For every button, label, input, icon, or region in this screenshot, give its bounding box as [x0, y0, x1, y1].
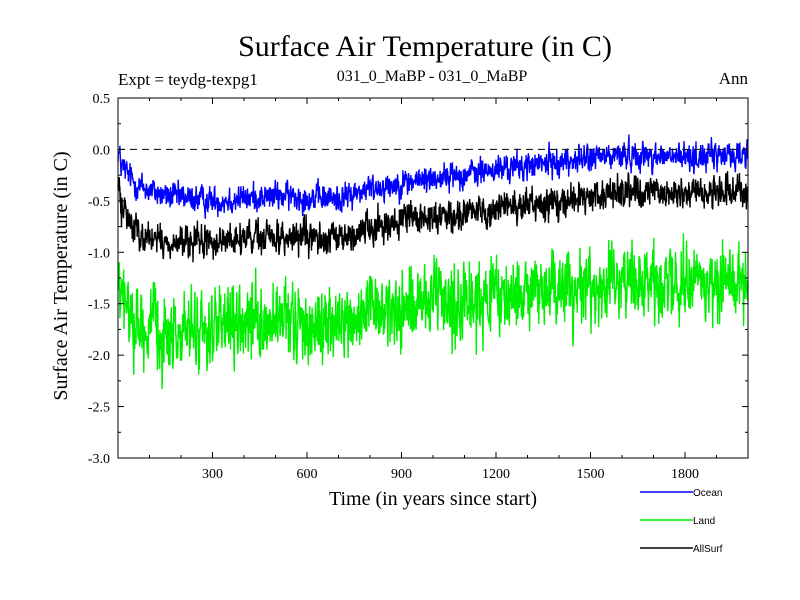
- y-tick-label: -2.5: [88, 401, 110, 416]
- x-tick-label: 1500: [577, 467, 605, 482]
- series-line-allsurf: [117, 171, 749, 263]
- legend: Ocean Land AllSurf: [640, 488, 723, 555]
- y-tick-label: -3.0: [88, 452, 110, 467]
- period-label: 031_0_MaBP - 031_0_MaBP: [337, 68, 528, 85]
- series-layer: [117, 134, 749, 390]
- y-tick-label: -2.0: [88, 349, 110, 364]
- series-line-land: [117, 233, 749, 390]
- x-tick-label: 300: [202, 467, 223, 482]
- y-tick-label: -1.5: [88, 298, 110, 313]
- experiment-label: Expt = teydg-texpg1: [118, 70, 258, 89]
- x-axis-label: Time (in years since start): [329, 488, 537, 510]
- x-tick-label: 1200: [482, 467, 510, 482]
- y-axis-label: Surface Air Temperature (in C): [50, 151, 72, 400]
- legend-label-allsurf: AllSurf: [693, 544, 723, 555]
- chart-title: Surface Air Temperature (in C): [238, 30, 612, 63]
- y-tick-label: -0.5: [88, 195, 110, 210]
- y-tick-label: 0.5: [93, 92, 111, 107]
- legend-label-ocean: Ocean: [693, 488, 722, 499]
- legend-label-land: Land: [693, 516, 715, 527]
- y-tick-label: 0.0: [93, 143, 111, 158]
- x-tick-label: 600: [297, 467, 318, 482]
- x-tick-label: 900: [391, 467, 412, 482]
- y-tick-label: -1.0: [88, 246, 110, 261]
- x-tick-label: 1800: [671, 467, 699, 482]
- season-label: Ann: [719, 69, 749, 88]
- series-line-ocean: [117, 134, 749, 219]
- axis-ticks: -3.0 -2.5 -2.0 -1.5 -1.0 -0.5 0.0 0.5 300 600 900 1…: [88, 92, 748, 482]
